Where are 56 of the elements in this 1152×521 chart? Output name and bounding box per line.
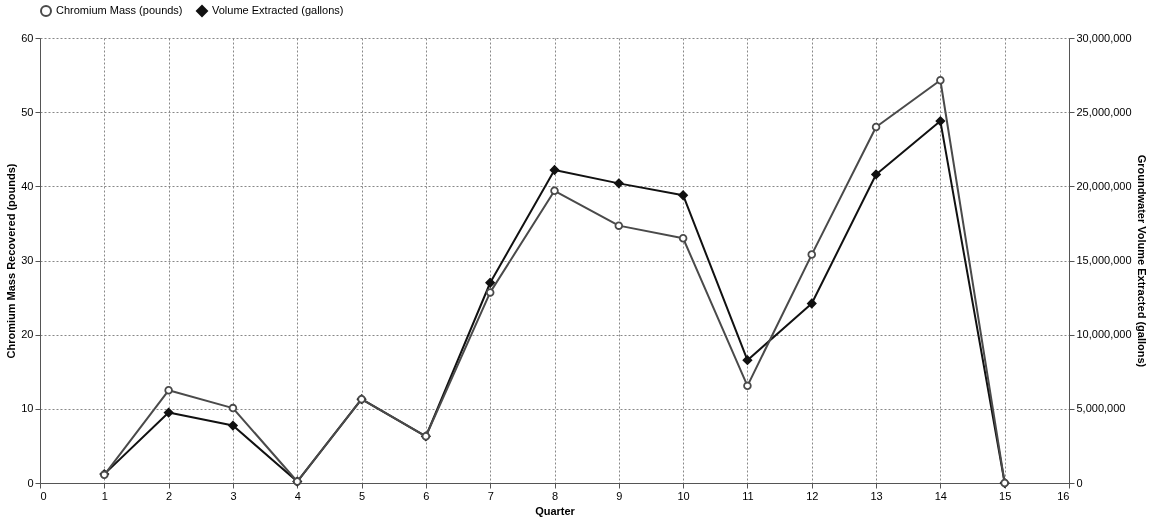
- y2-tick-label: 5,000,000: [1076, 402, 1126, 415]
- x-tick-label: 8: [551, 489, 559, 502]
- y2-tick-label: 15,000,000: [1076, 254, 1132, 266]
- y-tick-label: 0: [27, 476, 34, 489]
- y-axis-title: Chromium Mass Recovered (pounds): [5, 163, 18, 359]
- y2-tick-label: 0: [1076, 476, 1083, 489]
- y-tick-label: 60: [21, 31, 34, 44]
- x-tick-label: 11: [742, 489, 754, 502]
- point: [806, 298, 817, 309]
- x-axis-title: Quarter: [535, 504, 576, 517]
- y-tick-label: 20: [21, 328, 34, 341]
- x-tick-label: 5: [359, 489, 366, 502]
- point: [871, 169, 881, 180]
- y2-tick-label: 25,000,000: [1076, 105, 1132, 118]
- y-tick-label: 10: [21, 402, 34, 415]
- x-tick-label: 7: [487, 489, 494, 502]
- y2-tick-label: 30,000,000: [1076, 31, 1132, 44]
- point: [936, 76, 945, 85]
- point: [228, 420, 238, 431]
- point: [614, 221, 624, 230]
- point: [549, 165, 560, 175]
- point: [550, 186, 559, 196]
- x-tick-label: 6: [423, 489, 430, 502]
- legend-label: Volume Extracted (gallons): [212, 4, 344, 16]
- point: [485, 277, 495, 288]
- point: [807, 250, 816, 259]
- x-tick-label: 14: [934, 489, 947, 502]
- x-tick-label: 0: [40, 489, 47, 502]
- y2-tick-label: 20,000,000: [1076, 179, 1132, 192]
- x-tick-label: 3: [230, 489, 237, 502]
- point: [742, 355, 753, 365]
- point: [678, 190, 688, 201]
- x-tick-label: 4: [294, 489, 301, 502]
- point: [743, 381, 752, 391]
- point: [485, 288, 495, 297]
- point: [228, 403, 238, 413]
- y-tick-label: 40: [21, 179, 34, 192]
- x-tick-label: 2: [166, 489, 173, 502]
- x-tick-label: 16: [1057, 489, 1070, 502]
- y2-tick-label: 10,000,000: [1076, 328, 1132, 341]
- point: [871, 122, 881, 132]
- legend-label: Chromium Mass (pounds): [56, 4, 183, 16]
- point: [164, 386, 173, 395]
- x-tick-label: 1: [101, 489, 108, 502]
- point: [678, 234, 688, 243]
- y-tick-label: 50: [21, 105, 34, 118]
- x-tick-label: 9: [616, 489, 623, 502]
- point: [614, 178, 624, 189]
- point: [163, 407, 174, 418]
- x-tick-label: 12: [806, 489, 819, 502]
- y2-axis-title: Groundwater Volume Extracted (gallons): [1135, 154, 1148, 368]
- x-tick-label: 10: [677, 489, 690, 502]
- point: [935, 116, 946, 126]
- x-tick-label: 15: [999, 489, 1012, 502]
- y-tick-label: 30: [21, 254, 34, 266]
- x-tick-label: 13: [870, 489, 883, 502]
